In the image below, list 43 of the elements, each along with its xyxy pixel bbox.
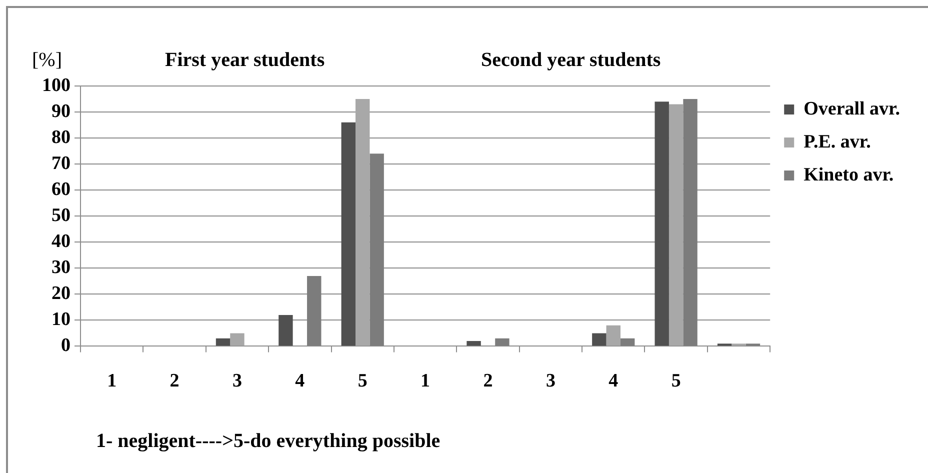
x-tick-label: 2 xyxy=(170,370,180,392)
x-tick-label: 3 xyxy=(546,370,556,392)
x-tick-label: 1 xyxy=(107,370,117,392)
x-tick-label: 4 xyxy=(295,370,306,392)
bar xyxy=(356,99,370,346)
y-tick-label: 0 xyxy=(61,335,70,356)
y-tick-label: 10 xyxy=(52,309,70,330)
bar xyxy=(592,333,606,346)
x-tick-label: 5 xyxy=(358,370,368,392)
text: First year students xyxy=(165,49,325,72)
bar xyxy=(216,338,230,346)
y-tick-label: 80 xyxy=(52,126,70,148)
x-tick-label: 2 xyxy=(483,370,493,392)
bar xyxy=(341,122,356,346)
text: 1- negligent---->5-do everything possible xyxy=(96,430,440,453)
bar xyxy=(606,325,620,346)
x-tick-label: 5 xyxy=(671,370,681,392)
legend-label: P.E. avr. xyxy=(804,131,871,152)
y-axis-title: [%] xyxy=(32,49,62,72)
legend-label: Overall avr. xyxy=(804,98,900,120)
bar xyxy=(307,276,322,346)
legend-label: Kineto avr. xyxy=(804,164,894,186)
y-tick-label: 100 xyxy=(42,74,70,96)
x-tick-label: 4 xyxy=(608,370,619,392)
y-tick-label: 30 xyxy=(52,257,70,278)
x-tick-label: 1 xyxy=(420,370,430,392)
bar xyxy=(620,338,635,346)
y-tick-label: 90 xyxy=(52,100,70,122)
bar xyxy=(230,333,244,346)
bar xyxy=(654,102,669,346)
bar xyxy=(466,340,481,346)
y-tick-label: 40 xyxy=(52,231,70,252)
y-tick-label: 60 xyxy=(52,178,70,200)
text: Second year students xyxy=(481,49,661,72)
bar xyxy=(278,314,293,346)
x-tick-label: 3 xyxy=(232,370,242,392)
bar xyxy=(495,338,510,346)
y-tick-label: 20 xyxy=(52,283,70,304)
y-tick-label: 70 xyxy=(52,152,70,174)
bar xyxy=(683,99,698,346)
bar xyxy=(370,154,384,346)
y-tick-label: 50 xyxy=(52,205,70,226)
bar xyxy=(668,104,684,346)
